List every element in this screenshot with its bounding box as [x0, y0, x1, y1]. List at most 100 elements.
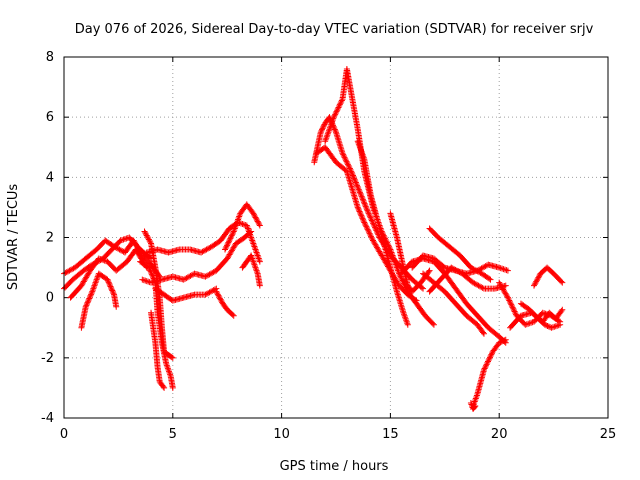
- data-point: [512, 309, 519, 316]
- data-point: [110, 290, 117, 297]
- data-point: [335, 104, 342, 111]
- series-arc-27: [507, 306, 566, 331]
- data-point: [331, 112, 338, 119]
- data-point: [399, 277, 406, 284]
- data-point: [318, 127, 325, 134]
- data-point: [320, 124, 327, 131]
- data-point: [239, 220, 246, 227]
- data-point: [320, 122, 327, 129]
- data-point: [535, 274, 542, 281]
- data-point: [509, 304, 516, 311]
- series-arc-12: [222, 201, 263, 253]
- data-point: [531, 282, 538, 289]
- data-point: [534, 275, 541, 282]
- data-point: [344, 159, 351, 166]
- data-point: [250, 210, 257, 217]
- data-point: [351, 175, 358, 182]
- series-arc-23: [426, 225, 494, 283]
- data-point: [146, 254, 153, 261]
- data-point: [222, 246, 229, 253]
- data-point: [557, 321, 564, 328]
- data-point: [330, 114, 337, 121]
- data-point: [368, 216, 375, 223]
- data-point: [541, 310, 548, 317]
- data-point: [362, 222, 369, 229]
- data-point: [370, 221, 377, 228]
- data-point: [142, 231, 149, 238]
- data-point: [541, 321, 548, 328]
- data-point: [430, 321, 437, 328]
- data-point: [353, 180, 360, 187]
- data-point: [252, 214, 259, 221]
- data-point: [356, 189, 363, 196]
- data-point: [360, 197, 367, 204]
- data-point: [366, 213, 373, 220]
- data-point: [559, 279, 566, 286]
- data-point: [346, 164, 353, 171]
- series-arc-13: [239, 252, 263, 289]
- data-point: [368, 234, 375, 241]
- data-point: [230, 229, 237, 236]
- data-point: [363, 225, 370, 232]
- series-arc-18: [387, 210, 433, 295]
- data-point: [228, 234, 235, 241]
- data-point: [105, 277, 112, 284]
- data-point: [504, 294, 511, 301]
- x-axis-label: GPS time / hours: [280, 459, 389, 474]
- data-point: [364, 226, 371, 233]
- y-tick-label: 4: [46, 170, 54, 185]
- series-arc-29: [531, 264, 566, 289]
- data-point: [429, 320, 436, 327]
- data-point: [480, 330, 487, 337]
- data-point: [356, 208, 363, 215]
- data-point: [367, 233, 374, 240]
- series-arc-11: [213, 288, 237, 319]
- data-point: [108, 284, 115, 291]
- data-point: [87, 292, 94, 299]
- data-point: [369, 236, 376, 243]
- data-point: [487, 276, 494, 283]
- data-point: [523, 321, 530, 328]
- data-point: [224, 242, 231, 249]
- data-point: [480, 329, 487, 336]
- data-point: [359, 194, 366, 201]
- data-point: [143, 232, 150, 239]
- data-point: [479, 284, 486, 291]
- data-point: [256, 282, 263, 289]
- data-point: [358, 213, 365, 220]
- data-point: [226, 236, 233, 243]
- x-tick-label: 15: [382, 427, 399, 442]
- data-point: [120, 236, 127, 243]
- data-point: [360, 216, 367, 223]
- data-point: [341, 154, 348, 161]
- data-point: [361, 219, 368, 226]
- data-point: [161, 384, 168, 391]
- data-point: [359, 196, 366, 203]
- data-point: [319, 125, 326, 132]
- data-point: [500, 337, 507, 344]
- data-point: [397, 273, 404, 280]
- data-point: [336, 101, 343, 108]
- data-point: [369, 218, 376, 225]
- x-tick-label: 20: [491, 427, 508, 442]
- data-point: [366, 211, 373, 218]
- data-point: [471, 403, 478, 410]
- data-point: [499, 265, 506, 272]
- series-arc-24: [470, 336, 509, 409]
- data-point: [344, 161, 351, 168]
- data-point: [551, 323, 558, 330]
- data-point: [82, 303, 89, 310]
- data-point: [543, 322, 550, 329]
- series-arc-8: [143, 219, 263, 265]
- data-point: [498, 338, 505, 345]
- data-point: [105, 279, 112, 286]
- data-point: [339, 150, 346, 157]
- data-point: [88, 290, 95, 297]
- data-point: [533, 277, 540, 284]
- data-point: [413, 297, 420, 304]
- data-point: [216, 295, 223, 302]
- data-point: [362, 203, 369, 210]
- data-point: [539, 309, 546, 316]
- series-arc-25: [467, 399, 479, 412]
